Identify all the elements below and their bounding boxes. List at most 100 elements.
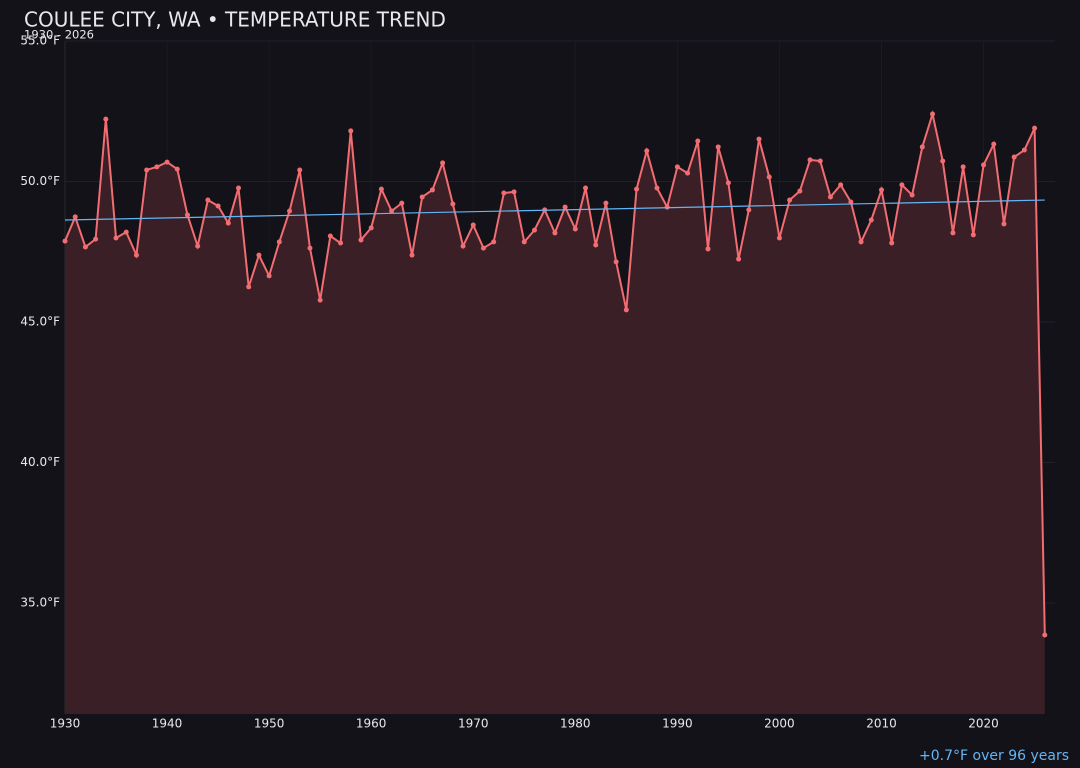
point [603,200,609,206]
chart-title: COULEE CITY, WA • TEMPERATURE TREND [24,8,446,32]
point [246,284,252,290]
point [950,230,956,236]
point [266,273,272,279]
point [225,220,231,226]
point [429,187,435,193]
point [480,245,486,251]
point [766,174,772,180]
point [133,252,139,258]
point [562,204,568,210]
point [827,194,833,200]
point [889,240,895,246]
point [358,237,364,243]
point [1032,125,1038,131]
x-tick-label: 2000 [764,717,795,731]
point [746,207,752,213]
point [807,157,813,163]
point [399,200,405,206]
point [583,185,589,191]
point [848,199,854,205]
point [930,111,936,117]
point [491,239,497,245]
x-tick-label: 1970 [458,717,489,731]
point [919,144,925,150]
x-tick-label: 2020 [968,717,999,731]
point [123,229,129,235]
point [838,182,844,188]
point [215,203,221,209]
x-tick-label: 2010 [866,717,897,731]
point [164,159,170,165]
point [348,128,354,134]
point [776,235,782,241]
point [501,190,507,196]
x-tick-label: 1980 [560,717,591,731]
point [440,160,446,166]
x-tick-label: 1940 [152,717,183,731]
point [674,164,680,170]
point [685,170,691,176]
point [72,214,78,220]
point [623,307,629,313]
y-tick-label: 55.0°F [20,34,60,48]
point [1042,632,1048,638]
point [297,167,303,173]
point [93,236,99,242]
point [409,252,415,258]
point [103,116,109,122]
point [593,242,599,248]
point [62,238,68,244]
trend-line [64,199,1045,221]
point [511,189,517,195]
point [756,136,762,142]
point [644,148,650,154]
x-tick-label: 1990 [662,717,693,731]
point [981,162,987,168]
point [1011,154,1017,160]
point [419,194,425,200]
point [195,243,201,249]
point [552,230,558,236]
y-tick-label: 40.0°F [20,455,60,469]
point [256,252,262,258]
x-tick-label: 1950 [254,717,285,731]
point [389,208,395,214]
point [531,227,537,233]
point [113,235,119,241]
point [307,245,313,251]
point [878,187,884,193]
point [144,167,150,173]
point [725,180,731,186]
point [1021,147,1027,153]
x-tick-label: 1960 [356,717,387,731]
point [817,158,823,164]
y-tick-label: 50.0°F [20,174,60,188]
point [664,204,670,210]
point [205,197,211,203]
point [797,188,803,194]
area [65,114,1045,714]
point [154,164,160,170]
point [899,182,905,188]
point [940,158,946,164]
point [327,233,333,239]
point [909,192,915,198]
point [184,212,190,218]
point [970,232,976,238]
point [450,201,456,207]
point [317,297,323,303]
point [960,164,966,170]
point [613,259,619,265]
point [276,239,282,245]
x-tick-label: 1930 [50,717,81,731]
point [368,225,374,231]
point [715,144,721,150]
point [736,256,742,262]
point [236,185,242,191]
point [470,222,476,228]
point [287,208,293,214]
y-tick-label: 35.0°F [20,596,60,610]
point [174,166,180,172]
point [338,240,344,246]
